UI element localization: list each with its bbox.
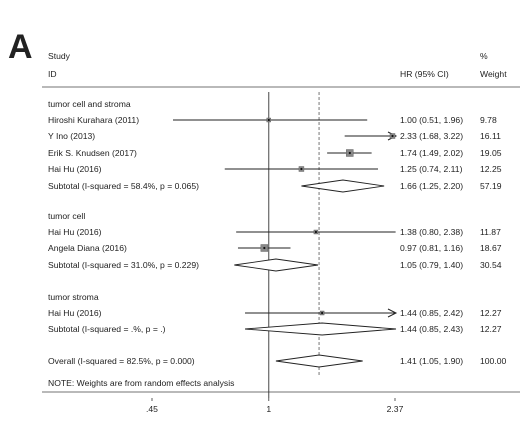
study-ci-text: 2.33 (1.68, 3.22) xyxy=(400,131,463,141)
overall-diamond xyxy=(275,354,363,368)
overall-ci-text: 1.41 (1.05, 1.90) xyxy=(400,356,463,366)
study-weight: 16.11 xyxy=(480,131,501,141)
subtotal-label: Subtotal (I-squared = 31.0%, p = 0.229) xyxy=(48,260,199,270)
study-ci-text: 1.44 (0.85, 2.42) xyxy=(400,308,463,318)
study-label: Hai Hu (2016) xyxy=(48,308,102,318)
subtotal-weight: 12.27 xyxy=(480,324,502,334)
study-ci-text: 1.38 (0.80, 2.38) xyxy=(400,227,463,237)
header-study: Study xyxy=(48,51,71,61)
study-label: Hai Hu (2016) xyxy=(48,227,102,237)
subtotal-label: Subtotal (I-squared = .%, p = .) xyxy=(48,324,166,334)
panel-label: A xyxy=(8,28,33,66)
study-weight: 11.87 xyxy=(480,227,501,237)
subtotal-diamond xyxy=(301,179,385,193)
header-id: ID xyxy=(48,69,57,79)
study-label: Hiroshi Kurahara (2011) xyxy=(48,115,139,125)
point-estimate xyxy=(314,230,318,234)
subtotal-diamond xyxy=(234,258,319,272)
header-percent: % xyxy=(480,51,488,61)
study-weight: 18.67 xyxy=(480,243,502,253)
x-tick-label: .45 xyxy=(146,404,158,414)
study-ci-text: 1.25 (0.74, 2.11) xyxy=(400,164,463,174)
study-label: Y Ino (2013) xyxy=(48,131,95,141)
subtotal-label: Subtotal (I-squared = 58.4%, p = 0.065) xyxy=(48,181,199,191)
point-estimate xyxy=(300,167,303,171)
footnote: NOTE: Weights are from random effects an… xyxy=(48,378,234,388)
study-weight: 12.25 xyxy=(480,164,502,174)
point-estimate xyxy=(267,118,270,122)
subtotal-weight: 30.54 xyxy=(480,260,502,270)
x-tick-label: 1 xyxy=(266,404,271,414)
study-weight: 9.78 xyxy=(480,115,497,125)
overall-weight: 100.00 xyxy=(480,356,507,366)
study-label: Erik S. Knudsen (2017) xyxy=(48,148,137,158)
header-weight: Weight xyxy=(480,69,507,79)
point-estimate xyxy=(391,134,394,138)
subtotal-ci-text: 1.66 (1.25, 2.20) xyxy=(400,181,463,191)
study-label: Angela Diana (2016) xyxy=(48,243,127,253)
header-hr: HR (95% CI) xyxy=(400,69,449,79)
group-label: tumor stroma xyxy=(48,292,99,302)
point-estimate xyxy=(321,311,324,315)
point-estimate xyxy=(263,246,266,250)
study-ci-text: 0.97 (0.81, 1.16) xyxy=(400,243,463,253)
study-weight: 12.27 xyxy=(480,308,502,318)
group-label: tumor cell and stroma xyxy=(48,99,131,109)
study-ci-text: 1.74 (1.49, 2.02) xyxy=(400,148,463,158)
point-estimate xyxy=(348,151,351,155)
subtotal-diamond xyxy=(244,322,397,336)
x-tick-label: 2.37 xyxy=(387,404,404,414)
group-label: tumor cell xyxy=(48,211,85,221)
study-weight: 19.05 xyxy=(480,148,502,158)
ci-arrow xyxy=(387,308,398,318)
subtotal-ci-text: 1.44 (0.85, 2.43) xyxy=(400,324,463,334)
study-ci-text: 1.00 (0.51, 1.96) xyxy=(400,115,463,125)
study-label: Hai Hu (2016) xyxy=(48,164,102,174)
overall-label: Overall (I-squared = 82.5%, p = 0.000) xyxy=(48,356,195,366)
subtotal-ci-text: 1.05 (0.79, 1.40) xyxy=(400,260,463,270)
subtotal-weight: 57.19 xyxy=(480,181,502,191)
